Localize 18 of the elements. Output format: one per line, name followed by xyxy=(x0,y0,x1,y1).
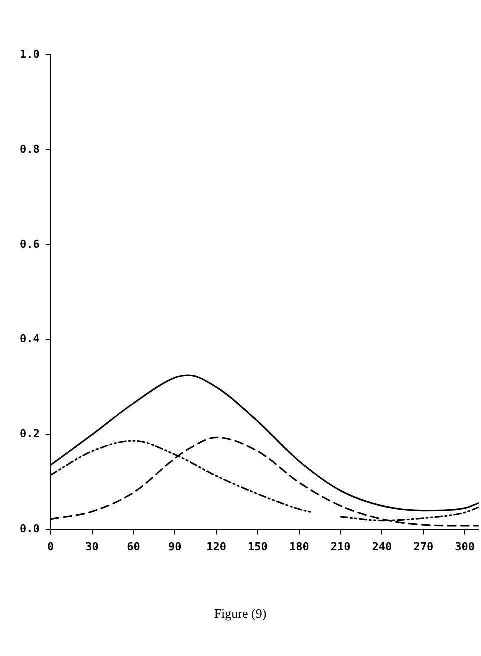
x-tick-label: 30 xyxy=(86,540,99,554)
y-tick-label: 0.0 xyxy=(20,522,40,536)
x-tick-label: 0 xyxy=(48,540,54,554)
x-tick-label: 150 xyxy=(248,540,268,554)
x-tick-label: 120 xyxy=(206,540,226,554)
x-tick-label: 240 xyxy=(372,540,392,554)
y-tick-label: 0.6 xyxy=(20,238,40,251)
x-tick-label: 60 xyxy=(127,540,140,554)
x-tick-label: 300 xyxy=(455,540,476,554)
x-tick-label: 180 xyxy=(289,540,310,554)
x-tick-label: 210 xyxy=(330,540,351,554)
y-tick-label: 0.2 xyxy=(20,428,40,441)
x-tick-label: 270 xyxy=(414,540,434,554)
text: Figure (9) xyxy=(213,606,268,622)
y-tick-label: 1.0 xyxy=(20,48,40,61)
y-tick-label: 0.8 xyxy=(20,142,40,156)
y-tick-label: 0.4 xyxy=(20,332,40,346)
x-tick-label: 90 xyxy=(168,540,182,554)
